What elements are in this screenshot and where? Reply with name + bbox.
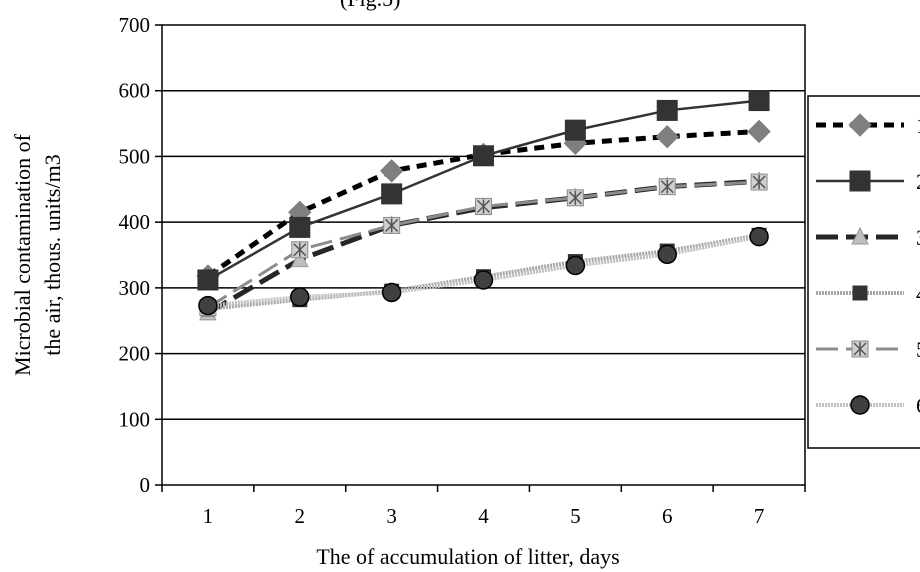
- data-point-2: [289, 216, 311, 238]
- legend-box: [807, 95, 920, 449]
- y-tick-label: 500: [119, 144, 151, 168]
- legend: 1 2 3 4 5 6: [807, 95, 920, 449]
- legend-label: 4: [916, 281, 920, 306]
- x-tick-label: 2: [295, 504, 306, 528]
- data-point-6: [198, 295, 218, 316]
- data-point-3: [290, 249, 309, 268]
- plot-area-frame: [161, 24, 806, 486]
- series-2: [197, 90, 770, 291]
- series-5: [199, 173, 768, 317]
- legend-item-3: 3: [816, 225, 920, 250]
- x-tick-label: 5: [570, 504, 581, 528]
- y-axis-title: Microbial contamination of the air, thou…: [10, 133, 65, 376]
- y-tick-label: 600: [119, 79, 151, 103]
- x-tick-label: 4: [478, 504, 489, 528]
- y-tick-label: 300: [119, 276, 151, 300]
- axes: 0 100 200 300 400 500 600 700 1 2 3 4 5 6 7: [119, 13, 806, 528]
- legend-label: 3: [916, 225, 920, 250]
- legend-label: 5: [916, 337, 920, 362]
- data-point-5: [383, 216, 401, 234]
- grid-lines: [162, 89, 805, 421]
- legend-marker: [850, 395, 870, 415]
- y-tick-label: 100: [119, 407, 151, 431]
- data-point-1: [655, 125, 679, 149]
- data-point-5: [750, 173, 768, 191]
- y-tick-label: 0: [140, 473, 151, 497]
- x-tick-label: 3: [386, 504, 397, 528]
- legend-label: 2: [916, 169, 920, 194]
- legend-marker: [848, 113, 872, 137]
- data-point-2: [197, 269, 219, 291]
- chart-title-fragment: (Fig.5): [340, 0, 401, 11]
- y-tick-label: 400: [119, 210, 151, 234]
- data-point-6: [381, 282, 402, 303]
- data-point-2: [381, 183, 403, 205]
- x-axis-title: The of accumulation of litter, days: [316, 544, 619, 569]
- data-point-5: [566, 189, 584, 207]
- data-point-5: [291, 241, 309, 259]
- data-point-6: [290, 287, 310, 307]
- legend-item-6: 6: [816, 393, 920, 418]
- data-point-2: [473, 145, 494, 167]
- legend-item-5: 5: [816, 337, 920, 362]
- legend-item-4: 4: [816, 281, 920, 306]
- data-point-6: [473, 270, 494, 290]
- series-6: [198, 226, 769, 316]
- data-point-6: [657, 244, 677, 265]
- series-3: [199, 171, 768, 321]
- data-point-2: [748, 90, 770, 112]
- y-tick-label: 700: [119, 13, 151, 37]
- data-point-5: [475, 197, 492, 215]
- y-tick-label: 200: [119, 342, 151, 366]
- data-point-1: [379, 159, 404, 183]
- legend-label: 1: [916, 113, 920, 138]
- legend-marker: [851, 226, 869, 245]
- x-tick-label: 7: [754, 504, 765, 528]
- data-point-6: [565, 255, 586, 276]
- data-point-1: [747, 119, 771, 144]
- y-axis-title-line1: Microbial contamination of: [10, 133, 35, 376]
- legend-marker: [852, 285, 868, 301]
- y-axis-title-line2: the air, thous. units/m3: [40, 154, 65, 355]
- data-point-2: [564, 119, 586, 141]
- legend-marker: [849, 170, 871, 192]
- legend-label: 6: [916, 393, 920, 418]
- legend-item-2: 2: [816, 169, 920, 194]
- data-point-2: [656, 99, 678, 121]
- data-point-5: [658, 178, 676, 196]
- series-group: [196, 90, 771, 321]
- legend-marker: [851, 340, 869, 358]
- x-tick-label: 6: [662, 504, 673, 528]
- data-point-6: [749, 226, 769, 247]
- legend-item-1: 1: [816, 113, 920, 138]
- x-tick-label: 1: [203, 504, 214, 528]
